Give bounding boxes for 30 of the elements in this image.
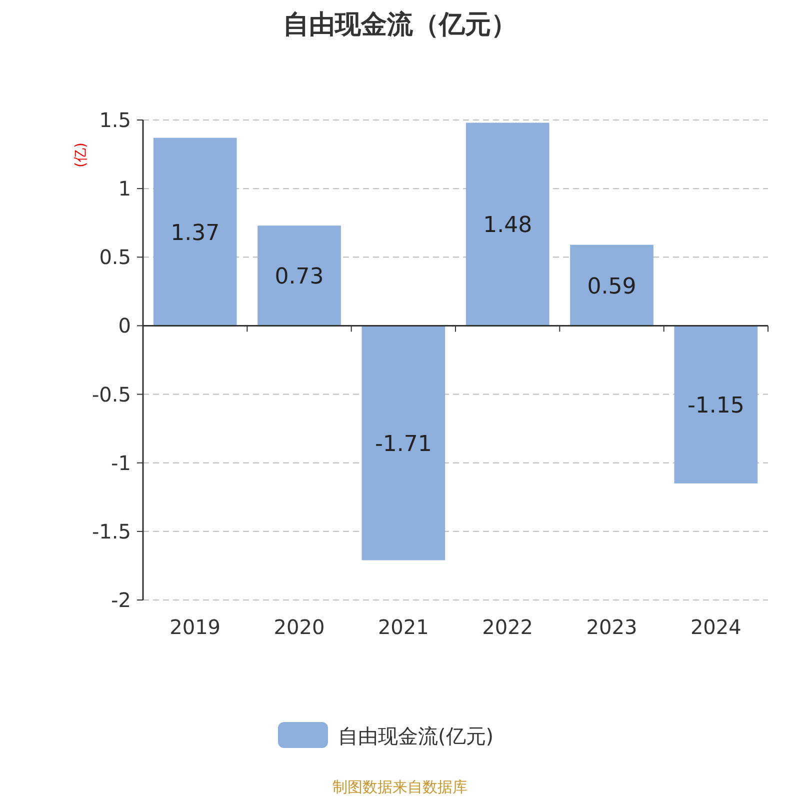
y-tick-label: 0 — [118, 314, 131, 338]
data-label: 1.37 — [170, 220, 220, 246]
bar — [362, 326, 446, 560]
data-label: 0.59 — [587, 274, 636, 300]
data-label: -1.71 — [374, 432, 432, 457]
y-tick-label: 0.5 — [99, 245, 131, 270]
bar — [570, 244, 654, 326]
x-tick-label: 2023 — [586, 615, 638, 639]
y-axis-title: (亿) — [73, 142, 89, 168]
chart-title: 自由现金流（亿元） — [283, 10, 517, 40]
bar — [674, 326, 758, 484]
text: 制图数据来自数据库 — [332, 778, 468, 796]
x-tick-label: 2020 — [274, 615, 325, 639]
y-tick-label: -1 — [111, 450, 131, 475]
legend-label: 自由现金流(亿元) — [338, 724, 494, 748]
x-tick-label: 2024 — [690, 615, 742, 639]
x-tick-label: 2019 — [170, 615, 221, 639]
data-label: -1.15 — [687, 394, 744, 419]
y-tick-label: 1.5 — [99, 108, 131, 132]
data-label: 1.48 — [483, 213, 532, 238]
y-tick-label: 1 — [118, 176, 131, 201]
y-tick-label: -0.5 — [92, 382, 131, 406]
bar — [153, 138, 237, 326]
x-tick-label: 2022 — [482, 615, 534, 639]
bar — [466, 122, 550, 326]
x-tick-label: 2021 — [378, 615, 429, 639]
bar — [258, 226, 341, 326]
y-tick-label: -1.5 — [92, 519, 131, 544]
data-label: 0.73 — [274, 264, 324, 290]
y-tick-label: -2 — [111, 588, 131, 612]
